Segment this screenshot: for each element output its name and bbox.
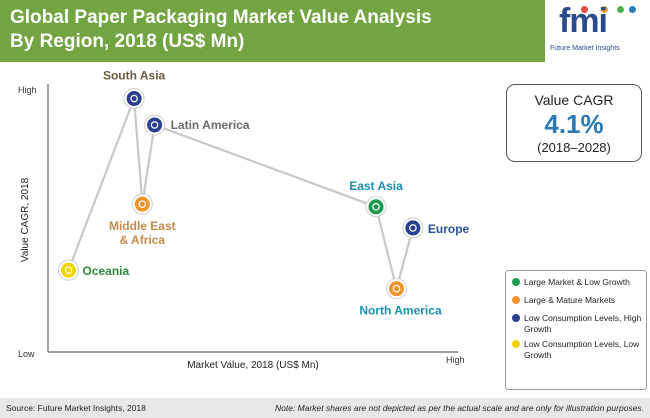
- cagr-value: 4.1%: [544, 109, 604, 139]
- point-label-line: North America: [359, 304, 442, 318]
- point-core: [393, 286, 400, 292]
- point-label: Middle East & Africa: [109, 219, 176, 247]
- logo-dot-4: [629, 6, 636, 13]
- point-label: South Asia: [103, 69, 166, 83]
- point-label-line: Latin America: [171, 118, 250, 132]
- point-label: Europe: [428, 222, 470, 236]
- point-core: [65, 267, 72, 273]
- point-label-line: Europe: [428, 222, 470, 236]
- legend: Large Market & Low Growth Large & Mature …: [505, 270, 647, 390]
- point-core: [139, 201, 145, 207]
- legend-dot-icon: [512, 278, 520, 286]
- point-label: East Asia: [349, 179, 403, 193]
- logo-dot-1: [581, 6, 588, 13]
- x-low-label: Low: [18, 349, 35, 359]
- point-label-line: Oceania: [83, 264, 130, 278]
- point-label-line: South Asia: [103, 69, 166, 83]
- logo-dot-2: [601, 6, 608, 13]
- point-label-line: East Asia: [349, 179, 403, 193]
- connector-line: [154, 123, 377, 208]
- connector-line: [133, 98, 144, 205]
- logo-subtitle: Future Market Insights: [550, 45, 620, 52]
- legend-dot-icon: [512, 340, 520, 348]
- point-label: North America: [359, 304, 442, 318]
- point-label-line: Middle East: [109, 219, 176, 233]
- y-high-label: High: [18, 85, 37, 95]
- point-core: [410, 225, 416, 231]
- header-banner: Global Paper Packaging Market Value Anal…: [0, 0, 650, 62]
- legend-label: Low Consumption Levels, High Growth: [524, 313, 642, 334]
- legend-dot-icon: [512, 296, 520, 304]
- legend-label: Low Consumption Levels, Low Growth: [524, 339, 640, 360]
- connector-line: [67, 98, 136, 271]
- point-label: Oceania: [83, 264, 130, 278]
- point-label-line: & Africa: [120, 233, 166, 247]
- point-core: [152, 122, 158, 128]
- note-text: Note: Market shares are not depicted as …: [274, 403, 644, 413]
- footer-bar: Source: Future Market Insights, 2018 Not…: [0, 398, 650, 418]
- point-core: [373, 204, 379, 210]
- x-high-label: High: [446, 355, 465, 365]
- source-text: Source: Future Market Insights, 2018: [6, 403, 146, 413]
- logo-mark: fmi: [559, 2, 608, 40]
- fmi-logo: fmi Future Market Insights: [545, 0, 650, 62]
- cagr-period: (2018–2028): [537, 140, 611, 155]
- logo-dot-3: [617, 6, 624, 13]
- chart-title-line1: Global Paper Packaging Market Value Anal…: [10, 7, 432, 28]
- point-core: [131, 95, 137, 102]
- cagr-box: Value CAGR 4.1% (2018–2028): [506, 84, 642, 162]
- point-label: Latin America: [171, 118, 250, 132]
- chart-title: Global Paper Packaging Market Value Anal…: [10, 6, 432, 54]
- chart-title-line2: By Region, 2018 (US$ Mn): [10, 31, 245, 52]
- legend-label: Large Market & Low Growth: [524, 277, 630, 287]
- connector-line: [374, 206, 398, 289]
- scatter-plot: High Low High Market Value, 2018 (US$ Mn) Va…: [18, 69, 470, 371]
- cagr-label: Value CAGR: [534, 92, 614, 108]
- legend-dot-icon: [512, 314, 520, 322]
- legend-label: Large & Mature Markets: [524, 295, 616, 305]
- connector-line: [141, 124, 156, 205]
- x-axis-label: Market Value, 2018 (US$ Mn): [187, 360, 319, 371]
- y-axis-label: Value CAGR, 2018: [20, 177, 31, 262]
